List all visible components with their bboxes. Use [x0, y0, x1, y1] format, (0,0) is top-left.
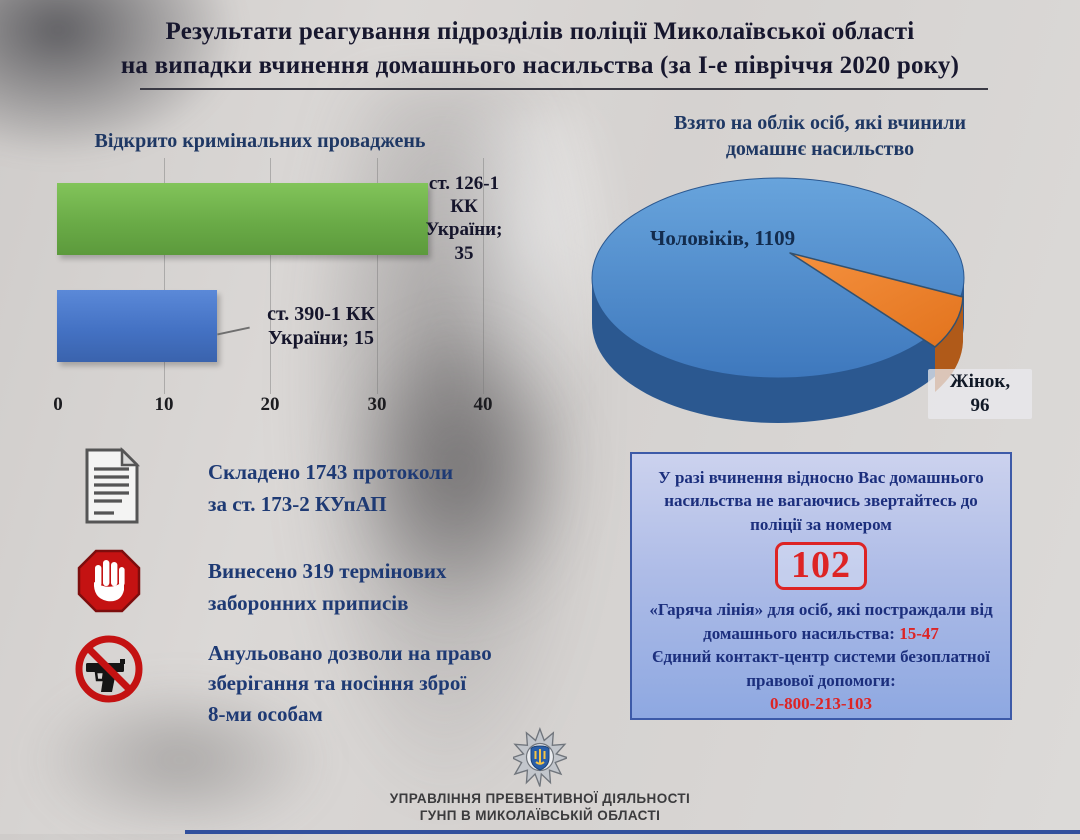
x-tick-0: 0 — [53, 394, 63, 415]
legal-text: Єдиний контакт-центр системи безоплатної… — [652, 647, 990, 690]
gridline-30 — [377, 158, 378, 394]
x-tick-30: 30 — [367, 394, 387, 415]
pie-chart-title-line2: домашнє насильство — [725, 138, 915, 160]
emergency-number-badge: 102 — [775, 542, 867, 591]
stat-protocols-line1: Складено 1743 протоколи — [208, 460, 454, 484]
gridline-40 — [483, 158, 484, 394]
pie-chart — [591, 177, 965, 423]
hotline-number: 15-47 — [899, 623, 939, 643]
info-intro: У разі вчинення відносно Вас домашнього … — [658, 468, 984, 534]
x-tick-20: 20 — [260, 394, 280, 415]
stat-weapons-line2: зберігання та носіння зброї — [208, 671, 467, 696]
trident-emblem — [534, 749, 546, 765]
title-underline — [140, 88, 988, 90]
stat-orders: Винесено 319 термінових заборонних припи… — [208, 556, 553, 619]
bar-chart-title: Відкрито кримінальних проваджень — [94, 130, 426, 152]
stat-orders-line2: заборонних приписів — [208, 590, 409, 615]
page-title-line1: Результати реагування підрозділів поліці… — [165, 18, 915, 45]
x-tick-40: 40 — [473, 394, 493, 415]
bar-st-126-1 — [57, 183, 428, 255]
hotline-text: «Гаряча лінія» для осіб, які постраждали… — [649, 600, 993, 643]
pie-label-women-line1: Жінок, — [949, 371, 1011, 392]
legal-number: 0-800-213-103 — [770, 693, 872, 713]
x-tick-10: 10 — [154, 394, 174, 415]
pie-side-orange — [935, 297, 963, 392]
gridline-20 — [270, 158, 271, 394]
info-legal: Єдиний контакт-центр системи безоплатної… — [648, 645, 994, 715]
stat-protocols-line2: за ст. 173-2 КУпАП — [208, 491, 387, 516]
pie-slice-men — [591, 177, 965, 379]
stat-weapons-line1: Анульовано дозволи на право — [208, 641, 492, 665]
bar-label-st-390-1: ст. 390-1 КК України; 15 — [267, 303, 375, 350]
pie-label-men: Чоловіків, 1109 — [650, 226, 796, 250]
page-title-line2: на випадки вчинення домашнього насильств… — [120, 52, 960, 79]
stat-weapons: Анульовано дозволи на право зберігання т… — [208, 638, 553, 729]
pie-label-women: Жінок, 96 — [928, 369, 1032, 419]
footer-org-line2: ГУНП В МИКОЛАЇВСЬКІЙ ОБЛАСТІ — [419, 808, 661, 823]
pie-side-blue — [592, 278, 964, 423]
stat-orders-line1: Винесено 319 термінових — [208, 559, 447, 583]
info-hotline: «Гаряча лінія» для осіб, які постраждали… — [648, 598, 994, 645]
pie-slice-women — [789, 252, 964, 348]
document-icon — [85, 447, 141, 524]
pie-label-women-line2: 96 — [970, 394, 990, 416]
bottom-accent-strip — [185, 830, 1080, 834]
bar-st-390-1 — [57, 290, 217, 362]
emergency-info-box: У разі вчинення відносно Вас домашнього … — [630, 452, 1012, 720]
no-gun-icon — [75, 635, 143, 703]
stop-hand-icon — [77, 549, 141, 613]
footer-org-line1: УПРАВЛІННЯ ПРЕВЕНТИВНОЇ ДІЯЛЬНОСТІ — [389, 791, 691, 806]
pie-chart-title-line1: Взято на облік осіб, які вчинили — [673, 112, 967, 134]
stat-weapons-line3: 8-ми особам — [208, 701, 323, 726]
police-badge-icon — [513, 727, 567, 787]
gridline-10 — [164, 158, 165, 394]
bar-label-st-126-1: ст. 126-1 КК України; 35 — [425, 173, 503, 264]
stat-protocols: Складено 1743 протоколи за ст. 173-2 КУп… — [208, 457, 553, 520]
leader-line — [217, 326, 250, 336]
